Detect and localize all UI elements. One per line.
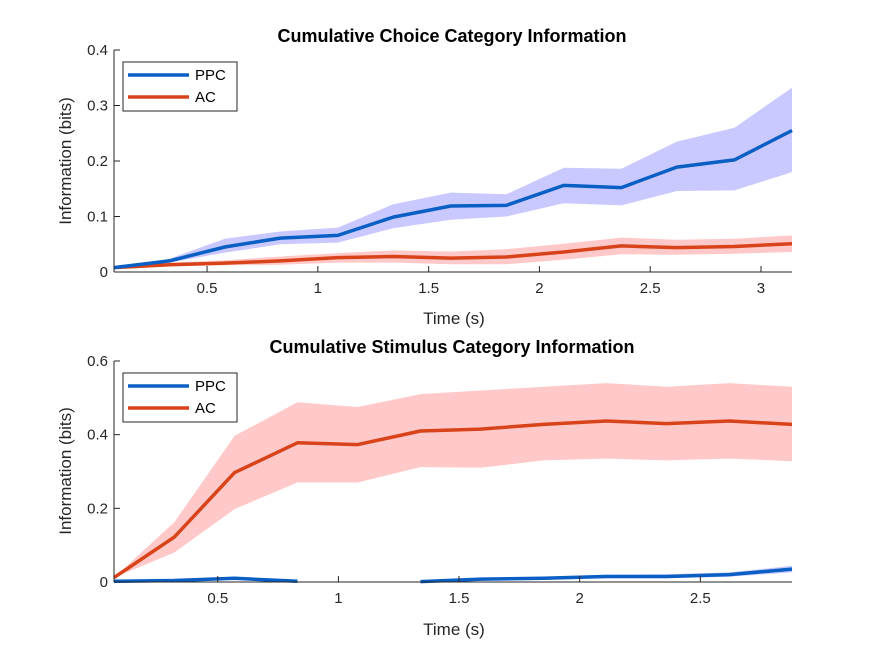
choice-ppc-error-band xyxy=(114,87,792,268)
choice-x-tick-label: 0.5 xyxy=(197,280,218,297)
stimulus-legend-ppc-label: PPC xyxy=(195,378,226,395)
choice-y-tick-label: 0 xyxy=(100,264,108,281)
choice-ac-series-line xyxy=(113,241,793,270)
choice-x-axis-label: Time (s) xyxy=(423,309,485,328)
choice-chart-title: Cumulative Choice Category Information xyxy=(277,26,626,46)
choice-x-tick-label: 1 xyxy=(314,280,322,297)
choice-x-tick-label: 3 xyxy=(757,280,765,297)
stimulus-y-axis-label: Information (bits) xyxy=(56,407,75,535)
stimulus-ppc-series-line xyxy=(113,576,298,584)
stimulus-x-tick-label: 0.5 xyxy=(207,590,228,607)
choice-legend-ac-label: AC xyxy=(195,89,216,106)
choice-y-axis-label: Information (bits) xyxy=(56,97,75,225)
stimulus-ppc-series-line xyxy=(420,567,793,584)
choice-y-tick-label: 0.1 xyxy=(87,209,108,226)
stimulus-information-panel: Cumulative Stimulus Category Information… xyxy=(56,337,793,639)
stimulus-x-tick-label: 1 xyxy=(334,590,342,607)
stimulus-legend-box xyxy=(122,372,238,423)
stimulus-x-tick-label: 1.5 xyxy=(449,590,470,607)
choice-ppc-series-line xyxy=(113,128,793,270)
stimulus-x-tick-label: 2.5 xyxy=(690,590,711,607)
choice-y-tick-label: 0.2 xyxy=(87,153,108,170)
choice-legend: PPC AC xyxy=(122,61,238,112)
choice-information-panel: Cumulative Choice Category Information T… xyxy=(56,26,793,328)
stimulus-chart-title: Cumulative Stimulus Category Information xyxy=(269,337,634,357)
choice-legend-box xyxy=(122,61,238,112)
choice-y-tick-label: 0.3 xyxy=(87,98,108,115)
stimulus-y-tick-label: 0.6 xyxy=(87,353,108,370)
choice-y-tick-label: 0.4 xyxy=(87,42,108,59)
stimulus-legend: PPC AC xyxy=(122,372,238,423)
stimulus-legend-ac-label: AC xyxy=(195,400,216,417)
stimulus-x-axis-label: Time (s) xyxy=(423,620,485,639)
choice-x-tick-label: 1.5 xyxy=(418,280,439,297)
stimulus-x-tick-label: 2 xyxy=(576,590,584,607)
choice-x-tick-label: 2 xyxy=(535,280,543,297)
stimulus-y-tick-label: 0 xyxy=(100,574,108,591)
choice-x-tick-label: 2.5 xyxy=(640,280,661,297)
stimulus-y-tick-label: 0.2 xyxy=(87,500,108,517)
choice-legend-ppc-label: PPC xyxy=(195,67,226,84)
stimulus-ac-error-band xyxy=(114,383,792,578)
stimulus-y-tick-label: 0.4 xyxy=(87,427,108,444)
stimulus-ac-series-line xyxy=(113,419,793,580)
